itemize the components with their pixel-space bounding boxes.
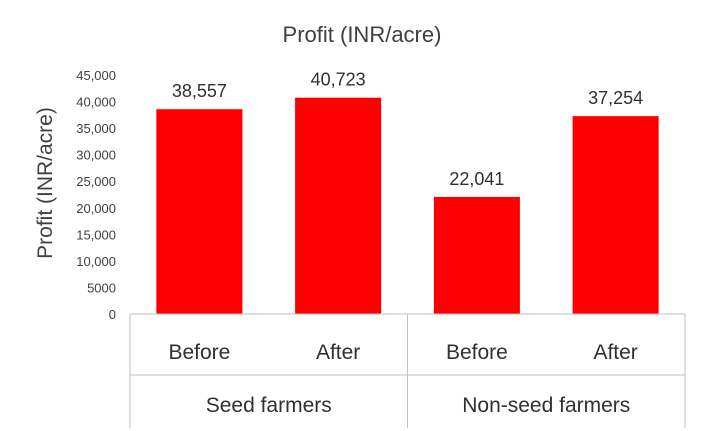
plot-area: 0 5000 10,000 15,000 20,000 25,000 30,000 35,00…	[76, 68, 686, 428]
category-label: After	[316, 341, 360, 364]
y-tick-label: 40,000	[76, 95, 116, 110]
y-tick-label: 30,000	[76, 148, 116, 163]
y-tick-label: 0	[109, 307, 116, 322]
bar	[156, 109, 243, 315]
y-tick-label: 35,000	[76, 121, 116, 136]
y-tick-label: 45,000	[76, 68, 116, 83]
chart-title: Profit (INR/acre)	[283, 22, 442, 47]
bar	[295, 97, 382, 314]
group-label: Seed farmers	[206, 394, 332, 417]
bar	[433, 196, 520, 314]
y-axis-label: Profit (INR/acre)	[34, 107, 57, 259]
category-label: After	[593, 341, 637, 364]
category-label: Before	[168, 341, 230, 364]
category-label: Before	[446, 341, 508, 364]
data-label: 22,041	[449, 169, 504, 189]
y-tick-label: 15,000	[76, 227, 116, 242]
y-tick-label: 5000	[87, 280, 116, 295]
bar	[572, 116, 659, 315]
group-label: Non-seed farmers	[462, 394, 630, 417]
data-label: 40,723	[311, 70, 366, 90]
data-label: 37,254	[588, 88, 643, 108]
y-tick-label: 20,000	[76, 201, 116, 216]
data-label: 38,557	[172, 81, 227, 101]
y-tick-label: 25,000	[76, 174, 116, 189]
y-tick-label: 10,000	[76, 254, 116, 269]
